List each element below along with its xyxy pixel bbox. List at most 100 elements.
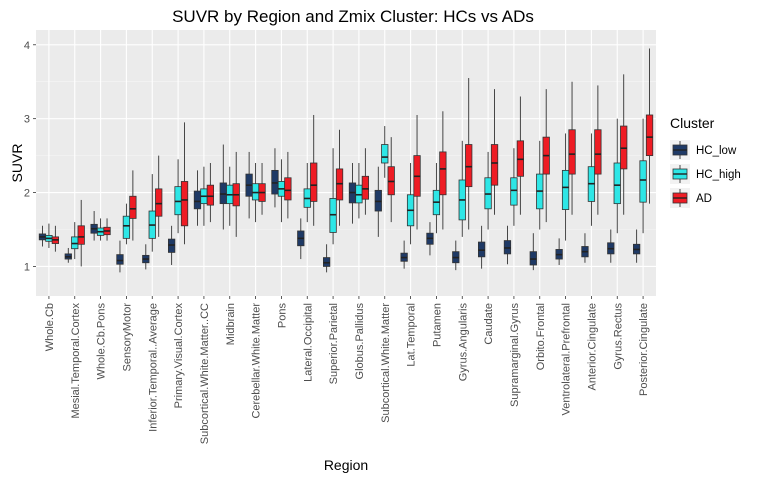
y-tick-label: 1 xyxy=(24,261,30,273)
box-HC_low-17 xyxy=(477,225,486,269)
x-tick-label: Subcortical.White.Matter xyxy=(380,303,392,423)
box-HC_low-10 xyxy=(297,218,305,260)
x-tick-label: Lateral.Occipital xyxy=(302,303,314,382)
box-AD-1 xyxy=(77,199,85,267)
box-body xyxy=(77,225,85,245)
box-AD-14 xyxy=(413,114,421,230)
box-AD-7 xyxy=(232,151,240,237)
box-HC_high-9 xyxy=(277,159,286,223)
box-AD-11 xyxy=(335,129,344,226)
box-AD-8 xyxy=(258,163,266,215)
box-AD-9 xyxy=(284,151,292,219)
box-body xyxy=(155,188,163,217)
box-HC_high-4 xyxy=(148,174,156,252)
x-tick-label: Whole.Cb.Pons xyxy=(96,303,108,380)
box-body xyxy=(361,175,370,200)
legend-label: AD xyxy=(696,193,712,205)
box-HC_low-15 xyxy=(426,222,434,256)
box-body xyxy=(561,169,570,210)
x-tick-label: Superior.Parietal xyxy=(328,303,340,384)
box-HC_low-11 xyxy=(322,244,331,273)
box-HC_low-3 xyxy=(116,240,124,273)
box-HC_high-13 xyxy=(381,126,389,178)
box-HC_high-18 xyxy=(510,148,518,226)
box-body xyxy=(193,190,202,210)
box-HC_low-22 xyxy=(607,229,615,263)
x-tick-label: Anterior.Cingulate xyxy=(586,303,598,390)
x-tick-label: Gyrus.Angularis xyxy=(457,303,469,382)
box-HC_low-5 xyxy=(167,225,176,265)
x-tick-label: Pons xyxy=(276,303,288,329)
x-axis-title: Region xyxy=(324,457,368,473)
box-HC_low-1 xyxy=(64,247,72,263)
box-body xyxy=(490,144,499,186)
box-HC_high-2 xyxy=(96,218,105,241)
legend-title: Cluster xyxy=(670,115,715,131)
box-AD-13 xyxy=(387,137,395,223)
box-AD-15 xyxy=(439,111,447,230)
box-HC_low-23 xyxy=(632,229,641,263)
box-HC_low-4 xyxy=(142,244,150,270)
box-HC_high-21 xyxy=(587,133,596,226)
chart-title: SUVR by Region and Zmix Cluster: HCs vs … xyxy=(172,7,534,26)
legend: Cluster HC_low HC_high AD xyxy=(670,115,741,208)
box-body xyxy=(465,144,473,188)
y-tick-label: 3 xyxy=(24,114,30,126)
box-body xyxy=(310,162,318,202)
y-tick-label: 4 xyxy=(24,40,30,52)
x-axis: Whole.Cb Mesial.Temporal.Cortex Whole.Cb.P… xyxy=(44,296,650,444)
box-HC_high-14 xyxy=(406,163,415,245)
x-tick-label: Caudate xyxy=(483,303,495,345)
legend-item-AD: AD xyxy=(670,188,712,208)
x-tick-label: Midbrain xyxy=(225,303,237,345)
box-AD-2 xyxy=(103,218,111,241)
box-AD-0 xyxy=(51,225,60,252)
box-AD-22 xyxy=(620,74,628,215)
box-HC_high-16 xyxy=(458,140,466,237)
x-tick-label: Gyrus.Rectus xyxy=(612,303,624,370)
box-body xyxy=(180,181,189,227)
box-AD-19 xyxy=(542,89,550,223)
box-body xyxy=(639,160,647,203)
box-body xyxy=(645,114,654,157)
box-AD-6 xyxy=(206,163,215,223)
box-AD-23 xyxy=(645,48,654,204)
box-body xyxy=(122,215,131,239)
box-HC_high-15 xyxy=(432,163,441,234)
x-tick-label: Lat.Temporal xyxy=(406,303,418,367)
box-body xyxy=(206,184,215,206)
box-HC_high-23 xyxy=(639,118,647,234)
x-tick-label: SensoryMotor xyxy=(121,303,133,372)
box-HC_low-21 xyxy=(581,233,589,263)
legend-item-HC_low: HC_low xyxy=(670,140,737,160)
box-body xyxy=(116,254,124,265)
x-tick-label: Orbito.Frontal xyxy=(535,303,547,370)
box-AD-12 xyxy=(361,148,370,215)
box-AD-16 xyxy=(465,78,473,230)
box-body xyxy=(439,151,447,196)
legend-item-HC_high: HC_high xyxy=(670,164,741,184)
x-tick-label: Posterior.Cingulate xyxy=(638,303,650,396)
x-tick-label: Ventrolateral.Prefrontal xyxy=(561,303,573,416)
box-HC_low-18 xyxy=(503,225,512,265)
y-axis: 1 2 3 4 xyxy=(24,40,36,273)
box-HC_high-17 xyxy=(484,151,492,230)
x-tick-label: Mesial.Temporal.Cortex xyxy=(70,303,82,419)
x-tick-label: Subcortical.White.Matter..CC xyxy=(199,303,211,444)
box-layer xyxy=(38,48,654,273)
box-HC_low-9 xyxy=(271,148,279,208)
box-AD-4 xyxy=(155,155,163,237)
legend-label: HC_low xyxy=(696,145,737,157)
y-tick-label: 2 xyxy=(24,188,30,200)
y-axis-title: SUVR xyxy=(9,144,25,183)
plot-panel xyxy=(36,30,656,296)
box-HC_low-13 xyxy=(374,166,382,237)
box-AD-20 xyxy=(568,81,576,215)
box-HC_low-14 xyxy=(400,240,408,269)
box-HC_low-7 xyxy=(219,144,227,230)
box-HC_low-20 xyxy=(555,238,563,265)
box-body xyxy=(594,129,602,175)
x-tick-label: Primary.Visual.Cortex xyxy=(173,303,185,409)
legend-label: HC_high xyxy=(696,169,741,181)
x-tick-label: Putamen xyxy=(431,303,443,347)
